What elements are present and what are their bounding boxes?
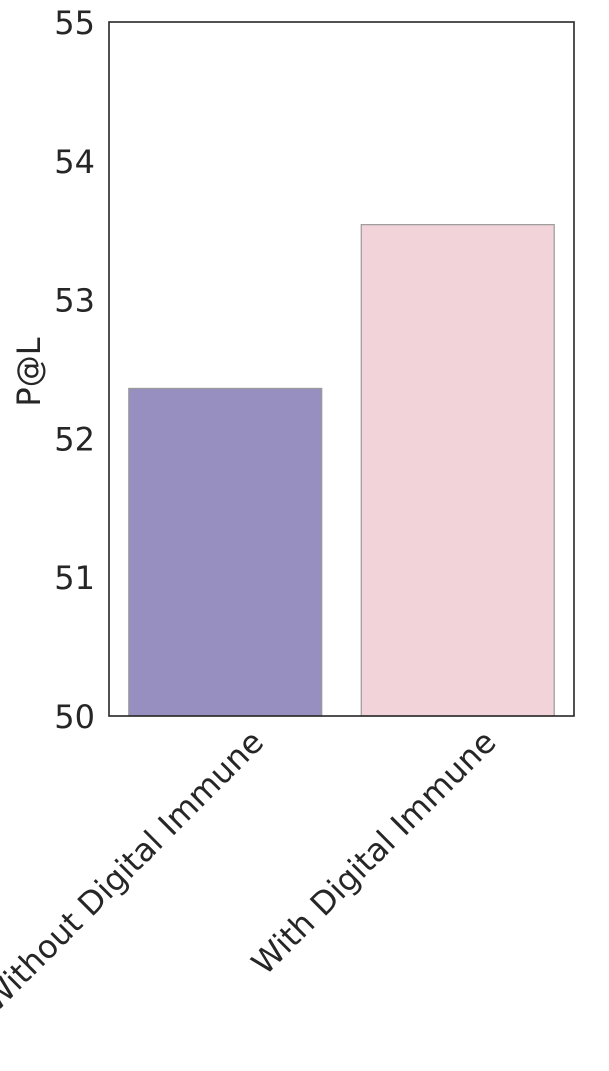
plot-frame [108,21,575,717]
y-tick-label-4: 54 [54,143,95,181]
bar-1 [360,224,555,717]
x-tick-label-1: With Digital Immune [244,723,503,982]
bars-layer [128,224,555,717]
y-tick-label-0: 50 [54,698,95,736]
y-axis-label: P@L [10,337,48,406]
y-tick-label-3: 53 [54,282,95,320]
bar-0 [128,387,323,717]
x-tick-label-0: Without Digital Immune [0,723,271,1019]
y-tick-labels: 50 51 52 53 54 55 [54,4,95,736]
y-tick-label-5: 55 [54,4,95,42]
y-tick-label-1: 51 [54,559,95,597]
y-tick-label-2: 52 [54,420,95,458]
